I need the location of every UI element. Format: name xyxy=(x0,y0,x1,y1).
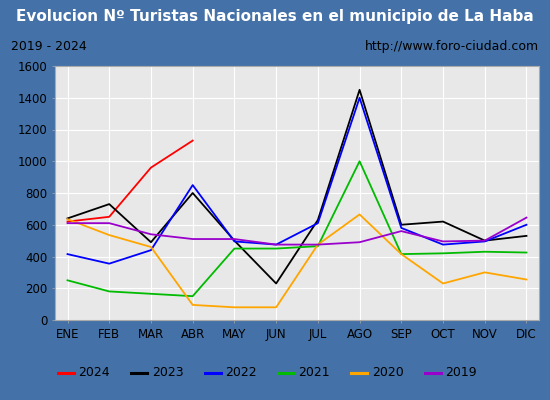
Text: 2019 - 2024: 2019 - 2024 xyxy=(11,40,87,53)
Text: 2020: 2020 xyxy=(372,366,404,380)
Text: 2021: 2021 xyxy=(299,366,330,380)
Text: 2019: 2019 xyxy=(445,366,477,380)
Text: Evolucion Nº Turistas Nacionales en el municipio de La Haba: Evolucion Nº Turistas Nacionales en el m… xyxy=(16,10,534,24)
Text: http://www.foro-ciudad.com: http://www.foro-ciudad.com xyxy=(365,40,539,53)
Text: 2024: 2024 xyxy=(79,366,110,380)
Text: 2022: 2022 xyxy=(225,366,257,380)
Text: 2023: 2023 xyxy=(152,366,183,380)
